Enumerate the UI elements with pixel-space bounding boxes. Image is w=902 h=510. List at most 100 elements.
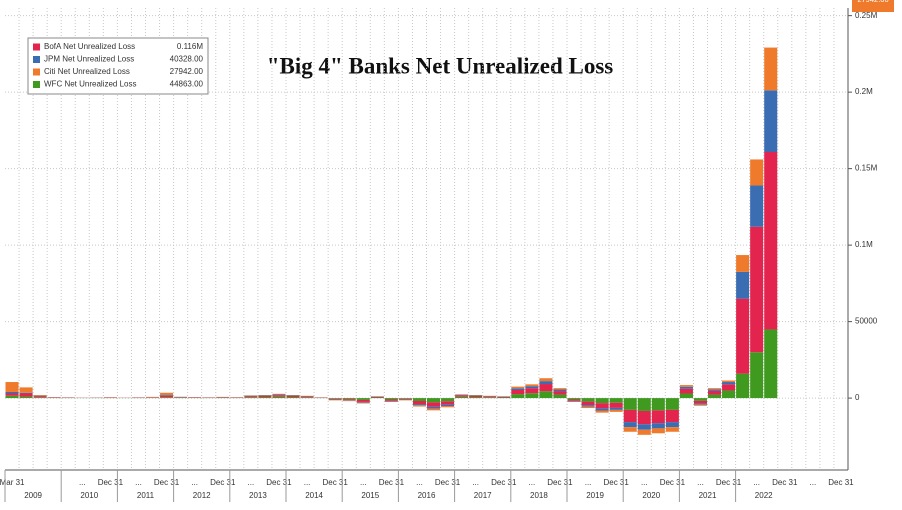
legend-value: 40328.00: [170, 55, 204, 64]
x-tick-label: Dec 31: [379, 478, 405, 487]
bar-segment: [525, 388, 539, 394]
year-label: 2017: [474, 491, 492, 500]
bar-segment: [5, 395, 19, 399]
bar-segment: [708, 388, 722, 390]
bar-segment: [553, 391, 567, 395]
bar-segment: [595, 408, 609, 411]
bar-segment: [651, 398, 665, 411]
x-tick-label: ...: [360, 478, 367, 487]
bar-segment: [651, 410, 665, 424]
bar-segment: [33, 396, 47, 398]
bar-segment: [665, 398, 679, 410]
legend-label: WFC Net Unrealized Loss: [44, 80, 136, 89]
bar-segment: [455, 395, 469, 397]
bar-segment: [736, 373, 750, 399]
y-tick-label: 0.2M: [855, 87, 873, 96]
bar-segment: [764, 329, 778, 399]
year-label: 2021: [699, 491, 717, 500]
x-tick-label: Mar 31: [0, 478, 25, 487]
bar-segment: [244, 397, 258, 399]
y-tick-label: 0.15M: [855, 164, 878, 173]
legend-label: Citi Net Unrealized Loss: [44, 67, 130, 76]
bar-segment: [160, 395, 174, 398]
y-tick-label: 0.25M: [855, 11, 878, 20]
bar-segment: [455, 394, 469, 396]
value-tag-label: 27942.00: [857, 0, 888, 4]
bar-segment: [356, 402, 370, 404]
bar-segment: [328, 398, 342, 400]
bar-segment: [483, 397, 497, 399]
value-tag: [852, 0, 894, 12]
bar-segment: [567, 399, 581, 401]
bar-segment: [412, 398, 426, 402]
x-tick-label: Dec 31: [772, 478, 798, 487]
x-tick-label: ...: [472, 478, 479, 487]
bar-segment: [342, 399, 356, 401]
year-label: 2020: [642, 491, 660, 500]
bar-segment: [497, 397, 511, 399]
x-tick-label: Dec 31: [266, 478, 292, 487]
bar-segment: [750, 226, 764, 353]
bar-segment: [5, 382, 19, 392]
x-tick-label: Dec 31: [547, 478, 573, 487]
bar-segment: [609, 409, 623, 412]
x-tick-label: ...: [304, 478, 311, 487]
bar-segment: [539, 378, 553, 382]
bar-segment: [398, 398, 412, 400]
bar-segment: [427, 398, 441, 403]
bar-segment: [581, 401, 595, 406]
bar-segment: [595, 403, 609, 409]
bar-segment: [609, 402, 623, 408]
bar-segment: [750, 159, 764, 186]
bar-segment: [581, 405, 595, 407]
y-tick-label: 0.1M: [855, 240, 873, 249]
legend-swatch: [33, 56, 40, 63]
x-tick-label: ...: [79, 478, 86, 487]
x-tick-label: Dec 31: [210, 478, 236, 487]
bar-segment: [609, 407, 623, 410]
bar-segment: [722, 390, 736, 399]
bar-segment: [300, 396, 314, 398]
year-label: 2015: [361, 491, 379, 500]
bar-segment: [328, 398, 342, 399]
x-tick-label: ...: [416, 478, 423, 487]
bar-segment: [623, 398, 637, 410]
legend-box: [27, 37, 209, 95]
year-label: 2018: [530, 491, 548, 500]
year-label: 2014: [305, 491, 323, 500]
bar-segment: [272, 395, 286, 397]
bar-segment: [553, 394, 567, 399]
bar-segment: [384, 398, 398, 400]
bar-segment: [539, 391, 553, 399]
bar-segment: [525, 393, 539, 399]
x-tick-label: Dec 31: [98, 478, 124, 487]
bar-segment: [525, 386, 539, 389]
bar-segment: [398, 398, 412, 399]
bar-segment: [637, 398, 651, 411]
bar-segment: [651, 428, 665, 434]
bar-segment: [33, 395, 47, 396]
bar-segment: [637, 424, 651, 430]
bar-segment: [370, 396, 384, 398]
bar-segment: [342, 398, 356, 400]
year-label: 2019: [586, 491, 604, 500]
x-tick-label: Dec 31: [660, 478, 686, 487]
x-tick-label: ...: [753, 478, 760, 487]
bar-segment: [441, 398, 455, 402]
legend-label: JPM Net Unrealized Loss: [44, 55, 134, 64]
year-label: 2010: [80, 491, 98, 500]
bar-segment: [441, 401, 455, 405]
bar-segment: [272, 396, 286, 399]
bar-segment: [595, 398, 609, 404]
x-tick-label: Dec 31: [716, 478, 742, 487]
bar-segment: [722, 382, 736, 385]
x-tick-label: ...: [248, 478, 255, 487]
bar-segment: [525, 384, 539, 387]
bar-segment: [19, 392, 33, 394]
x-tick-label: Dec 31: [154, 478, 180, 487]
bar-segment: [679, 388, 693, 394]
bar-segment: [160, 395, 174, 396]
bar-segment: [693, 398, 707, 401]
bar-segment: [553, 389, 567, 392]
bar-segment: [722, 384, 736, 391]
